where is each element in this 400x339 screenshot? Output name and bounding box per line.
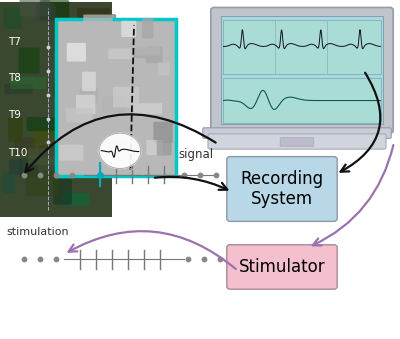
FancyBboxPatch shape — [108, 48, 133, 59]
FancyBboxPatch shape — [8, 117, 23, 142]
FancyBboxPatch shape — [113, 87, 139, 107]
FancyBboxPatch shape — [130, 48, 148, 58]
FancyBboxPatch shape — [57, 34, 91, 49]
FancyBboxPatch shape — [153, 122, 173, 143]
FancyBboxPatch shape — [66, 108, 93, 122]
FancyBboxPatch shape — [223, 20, 381, 74]
FancyBboxPatch shape — [26, 117, 56, 131]
Text: T7: T7 — [8, 37, 21, 47]
FancyBboxPatch shape — [121, 21, 136, 37]
FancyBboxPatch shape — [203, 128, 391, 138]
FancyBboxPatch shape — [53, 83, 77, 97]
FancyBboxPatch shape — [76, 95, 95, 114]
FancyBboxPatch shape — [28, 148, 64, 165]
FancyBboxPatch shape — [20, 0, 50, 16]
FancyBboxPatch shape — [86, 131, 100, 153]
FancyBboxPatch shape — [3, 172, 16, 193]
FancyBboxPatch shape — [158, 62, 170, 76]
FancyBboxPatch shape — [109, 141, 126, 154]
FancyBboxPatch shape — [77, 8, 110, 31]
FancyBboxPatch shape — [98, 25, 126, 49]
FancyBboxPatch shape — [107, 149, 128, 166]
FancyBboxPatch shape — [142, 18, 153, 39]
FancyBboxPatch shape — [134, 47, 160, 56]
FancyBboxPatch shape — [4, 7, 22, 29]
FancyBboxPatch shape — [97, 87, 121, 111]
FancyBboxPatch shape — [83, 15, 112, 35]
FancyBboxPatch shape — [98, 14, 116, 35]
FancyBboxPatch shape — [67, 43, 86, 62]
FancyBboxPatch shape — [103, 97, 126, 113]
FancyBboxPatch shape — [73, 81, 98, 99]
FancyBboxPatch shape — [146, 46, 163, 63]
Text: Recording
System: Recording System — [240, 170, 324, 208]
FancyBboxPatch shape — [115, 89, 127, 102]
Text: T10: T10 — [8, 147, 27, 158]
FancyBboxPatch shape — [36, 3, 56, 22]
FancyBboxPatch shape — [92, 81, 121, 92]
FancyBboxPatch shape — [38, 145, 63, 158]
FancyBboxPatch shape — [63, 193, 89, 206]
FancyBboxPatch shape — [79, 61, 112, 82]
FancyBboxPatch shape — [67, 74, 92, 85]
FancyBboxPatch shape — [4, 84, 32, 94]
Polygon shape — [99, 133, 141, 168]
FancyBboxPatch shape — [106, 109, 130, 123]
FancyBboxPatch shape — [15, 137, 36, 155]
FancyBboxPatch shape — [26, 171, 59, 196]
FancyBboxPatch shape — [98, 101, 134, 127]
FancyBboxPatch shape — [211, 7, 393, 133]
FancyBboxPatch shape — [157, 138, 172, 156]
Text: signal: signal — [178, 148, 213, 161]
FancyBboxPatch shape — [95, 79, 108, 91]
FancyBboxPatch shape — [87, 20, 99, 39]
FancyBboxPatch shape — [280, 138, 314, 146]
FancyBboxPatch shape — [9, 159, 22, 175]
Text: T8: T8 — [8, 73, 21, 83]
FancyBboxPatch shape — [82, 72, 96, 91]
FancyBboxPatch shape — [102, 148, 126, 164]
FancyBboxPatch shape — [221, 16, 383, 124]
FancyBboxPatch shape — [134, 103, 162, 114]
FancyBboxPatch shape — [0, 2, 112, 217]
FancyBboxPatch shape — [90, 131, 106, 150]
FancyBboxPatch shape — [18, 47, 40, 74]
FancyBboxPatch shape — [74, 56, 94, 71]
FancyBboxPatch shape — [68, 153, 103, 179]
FancyBboxPatch shape — [40, 0, 69, 20]
FancyBboxPatch shape — [227, 157, 337, 221]
FancyBboxPatch shape — [58, 59, 86, 73]
Text: T9: T9 — [8, 110, 21, 120]
FancyBboxPatch shape — [59, 145, 84, 161]
FancyBboxPatch shape — [10, 77, 46, 89]
Text: Stimulator: Stimulator — [239, 258, 325, 276]
FancyBboxPatch shape — [82, 151, 94, 175]
FancyBboxPatch shape — [33, 127, 62, 148]
FancyBboxPatch shape — [223, 78, 381, 123]
FancyBboxPatch shape — [56, 19, 176, 176]
FancyBboxPatch shape — [80, 88, 98, 103]
FancyBboxPatch shape — [208, 134, 386, 149]
FancyBboxPatch shape — [19, 159, 38, 178]
FancyBboxPatch shape — [227, 245, 337, 289]
Text: stimulation: stimulation — [6, 227, 69, 237]
FancyBboxPatch shape — [104, 142, 133, 166]
FancyBboxPatch shape — [53, 179, 72, 205]
FancyBboxPatch shape — [76, 36, 101, 59]
FancyBboxPatch shape — [146, 140, 163, 155]
